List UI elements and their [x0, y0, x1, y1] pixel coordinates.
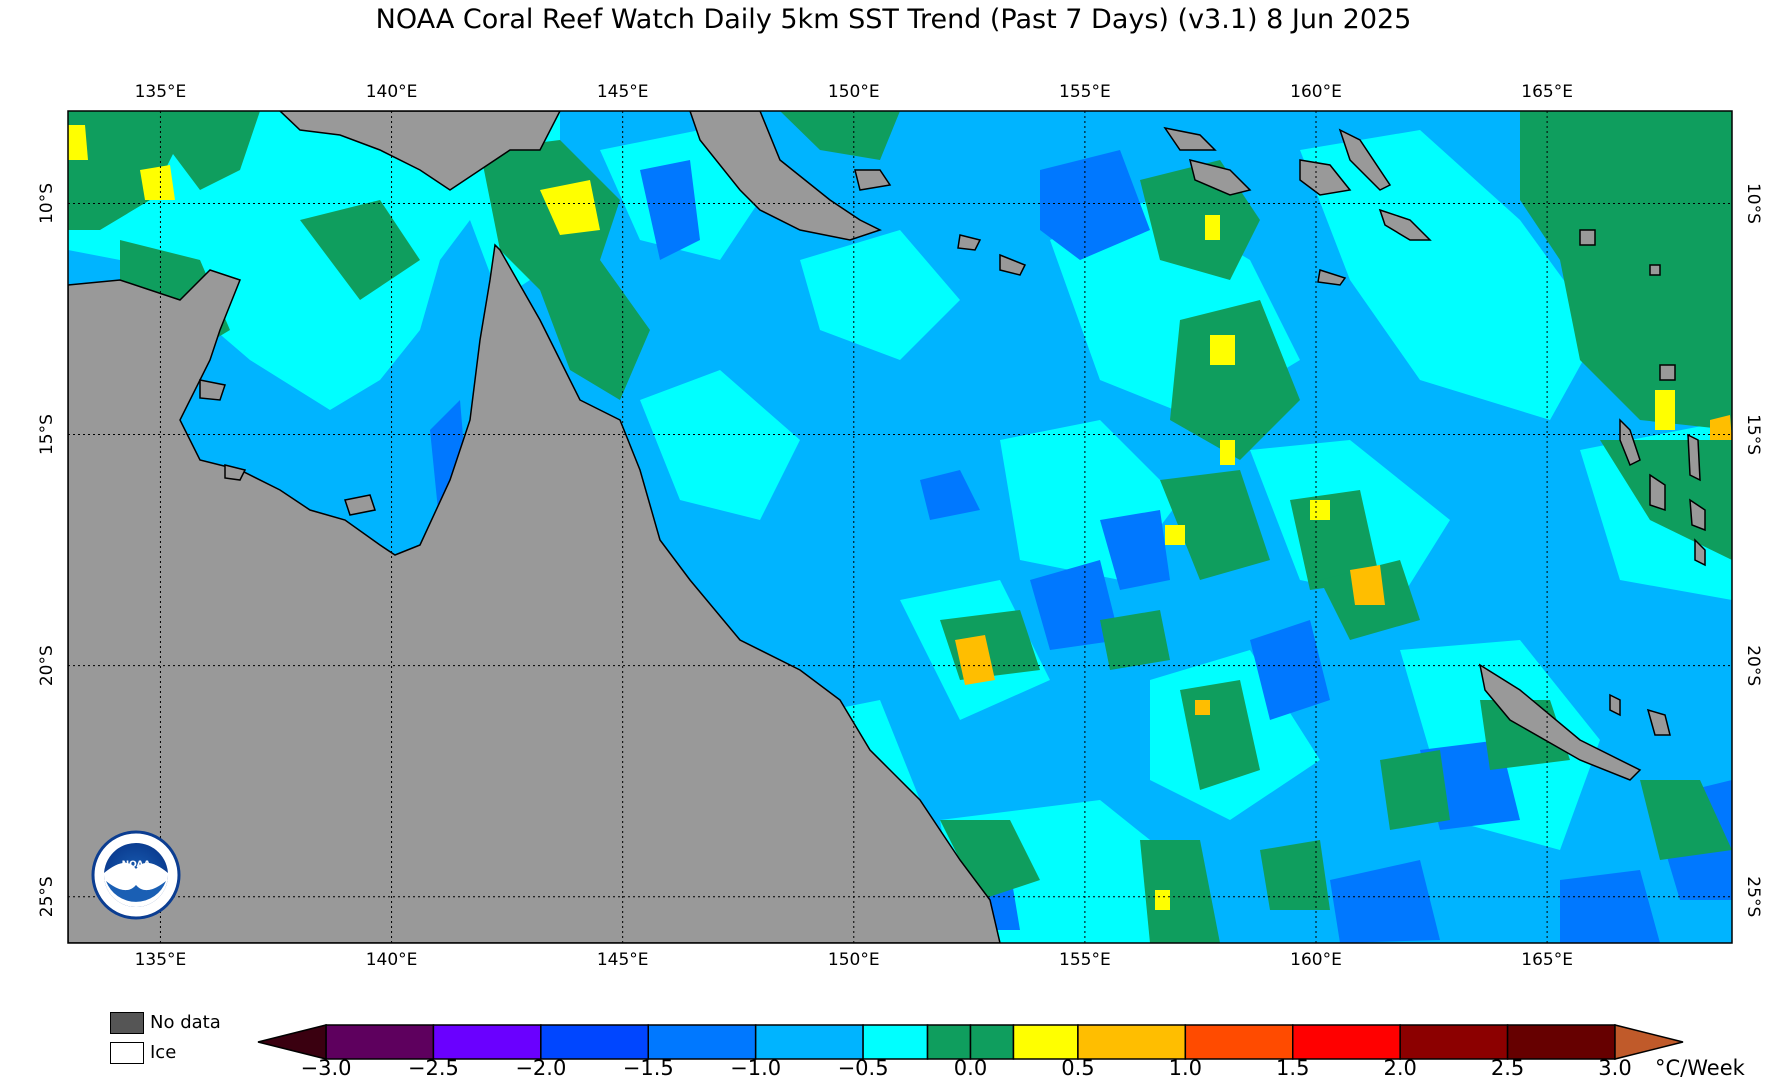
- colorbar-tick-label: −3.0: [301, 1056, 352, 1080]
- lon-tick-top: 135°E: [135, 82, 187, 102]
- vanuatu-island-3: [1689, 498, 1706, 532]
- lat-tick-right: 20°S: [1743, 645, 1763, 686]
- no-data-label: No data: [150, 1012, 221, 1033]
- graticule: [68, 111, 1732, 943]
- map-title: NOAA Coral Reef Watch Daily 5km SST Tren…: [375, 4, 1412, 35]
- colorbar-tick-label: 1.5: [1276, 1056, 1309, 1080]
- png-east-landmass: [689, 111, 882, 241]
- longitude-labels-top: 135°E 140°E 145°E 150°E 155°E 160°E 165°E: [135, 82, 1573, 102]
- solomon-island-2: [1338, 128, 1392, 191]
- colorbar-segment: [1506, 1024, 1616, 1060]
- vanuatu-island-5: [1687, 433, 1701, 482]
- lon-tick-bottom: 150°E: [828, 950, 880, 970]
- island-small-7: [999, 253, 1027, 276]
- noaa-logo-text: NOAA: [122, 860, 151, 870]
- colorbar-tick-label: 0.5: [1061, 1056, 1094, 1080]
- island-small-9: [1317, 269, 1347, 286]
- colorbar-segment: [540, 1024, 649, 1060]
- latitude-labels-right: 10°S 15°S 20°S 25°S: [1743, 183, 1763, 917]
- island-small-12: [199, 379, 226, 401]
- colorbar-tick-label: 0.0: [954, 1056, 987, 1080]
- colorbar-segment: [1292, 1024, 1401, 1060]
- lon-tick-bottom: 165°E: [1521, 950, 1573, 970]
- lon-tick-top: 150°E: [828, 82, 880, 102]
- lat-tick-left: 10°S: [37, 183, 57, 224]
- colorbar-tick-label: −2.5: [408, 1056, 459, 1080]
- solomon-island-1: [1188, 158, 1252, 196]
- lon-tick-top: 145°E: [597, 82, 649, 102]
- colorbar-tick-label: −0.5: [838, 1056, 889, 1080]
- island-small-5: [854, 169, 892, 191]
- lat-tick-left: 20°S: [37, 645, 57, 686]
- longitude-labels-bottom: 135°E 140°E 145°E 150°E 155°E 160°E 165°E: [135, 950, 1573, 970]
- colorbar-segment: [1077, 1024, 1187, 1060]
- latitude-labels-left: 10°S 15°S 20°S 25°S: [37, 183, 57, 917]
- lon-tick-bottom: 135°E: [135, 950, 187, 970]
- island-small-2: [1579, 229, 1596, 246]
- lat-tick-right: 25°S: [1743, 876, 1763, 917]
- island-small-10: [224, 464, 247, 481]
- lon-tick-top: 160°E: [1290, 82, 1342, 102]
- colorbar-segment: [754, 1024, 864, 1060]
- lon-tick-top: 140°E: [366, 82, 418, 102]
- vanuatu-island-2: [1649, 473, 1666, 512]
- vanuatu-island-4: [1694, 538, 1706, 567]
- colorbar-segment: [647, 1024, 757, 1060]
- colorbar-max-extend: [1614, 1024, 1684, 1060]
- solomon-island-3: [1378, 208, 1432, 241]
- lon-tick-top: 165°E: [1521, 82, 1573, 102]
- colorbar-segment: [432, 1024, 542, 1060]
- ice-label: Ice: [150, 1042, 177, 1063]
- colorbar-tick-label: 3.0: [1598, 1056, 1631, 1080]
- new-caledonia: [1478, 663, 1642, 781]
- colorbar-segment: [862, 1024, 929, 1060]
- loyalty-island: [1609, 693, 1621, 717]
- lon-tick-bottom: 155°E: [1059, 950, 1111, 970]
- lat-tick-left: 15°S: [37, 414, 57, 455]
- colorbar-tick-label: 2.5: [1491, 1056, 1524, 1080]
- colorbar-min-extend: [257, 1024, 327, 1060]
- lon-tick-bottom: 145°E: [597, 950, 649, 970]
- lon-tick-top: 155°E: [1059, 82, 1111, 102]
- colorbar-segment: [969, 1024, 1015, 1060]
- island-small-3: [1649, 264, 1661, 276]
- new-guinea-landmass: [278, 111, 561, 191]
- colorbar-tick-label: 2.0: [1383, 1056, 1416, 1080]
- island-small-6: [957, 234, 982, 251]
- ice-swatch: [110, 1042, 144, 1064]
- vanuatu-island-1: [1619, 418, 1641, 467]
- lon-tick-bottom: 160°E: [1290, 950, 1342, 970]
- colorbar-unit-label: °C/Week: [1655, 1056, 1746, 1080]
- colorbar-tick-label: 1.0: [1169, 1056, 1202, 1080]
- noaa-logo: NOAA: [91, 830, 181, 920]
- no-data-swatch: [110, 1012, 144, 1034]
- lon-tick-bottom: 140°E: [366, 950, 418, 970]
- solomon-island-4: [1299, 159, 1352, 196]
- land-masses: [68, 111, 1706, 943]
- lat-tick-left: 25°S: [37, 876, 57, 917]
- colorbar-segment: [325, 1024, 435, 1060]
- colorbar-segment: [1012, 1024, 1079, 1060]
- colorbar-segment: [1184, 1024, 1294, 1060]
- colorbar-tick-label: −2.0: [515, 1056, 566, 1080]
- map-frame: [67, 110, 1733, 944]
- sst-trend-map: 135°E 140°E 145°E 150°E 155°E 160°E 165°E 135°…: [37, 82, 1763, 970]
- colorbar-segment: [926, 1024, 972, 1060]
- lat-tick-right: 10°S: [1743, 183, 1763, 224]
- colorbar-segment: [1399, 1024, 1509, 1060]
- lat-tick-right: 15°S: [1743, 414, 1763, 455]
- island-small-1: [1646, 708, 1671, 736]
- island-small-11: [344, 494, 376, 516]
- island-small-8: [1163, 126, 1217, 151]
- warm-hotspots: [68, 125, 1732, 910]
- colorbar-tick-label: −1.5: [623, 1056, 674, 1080]
- colorbar-tick-label: −1.0: [730, 1056, 781, 1080]
- island-small-4: [1659, 364, 1676, 381]
